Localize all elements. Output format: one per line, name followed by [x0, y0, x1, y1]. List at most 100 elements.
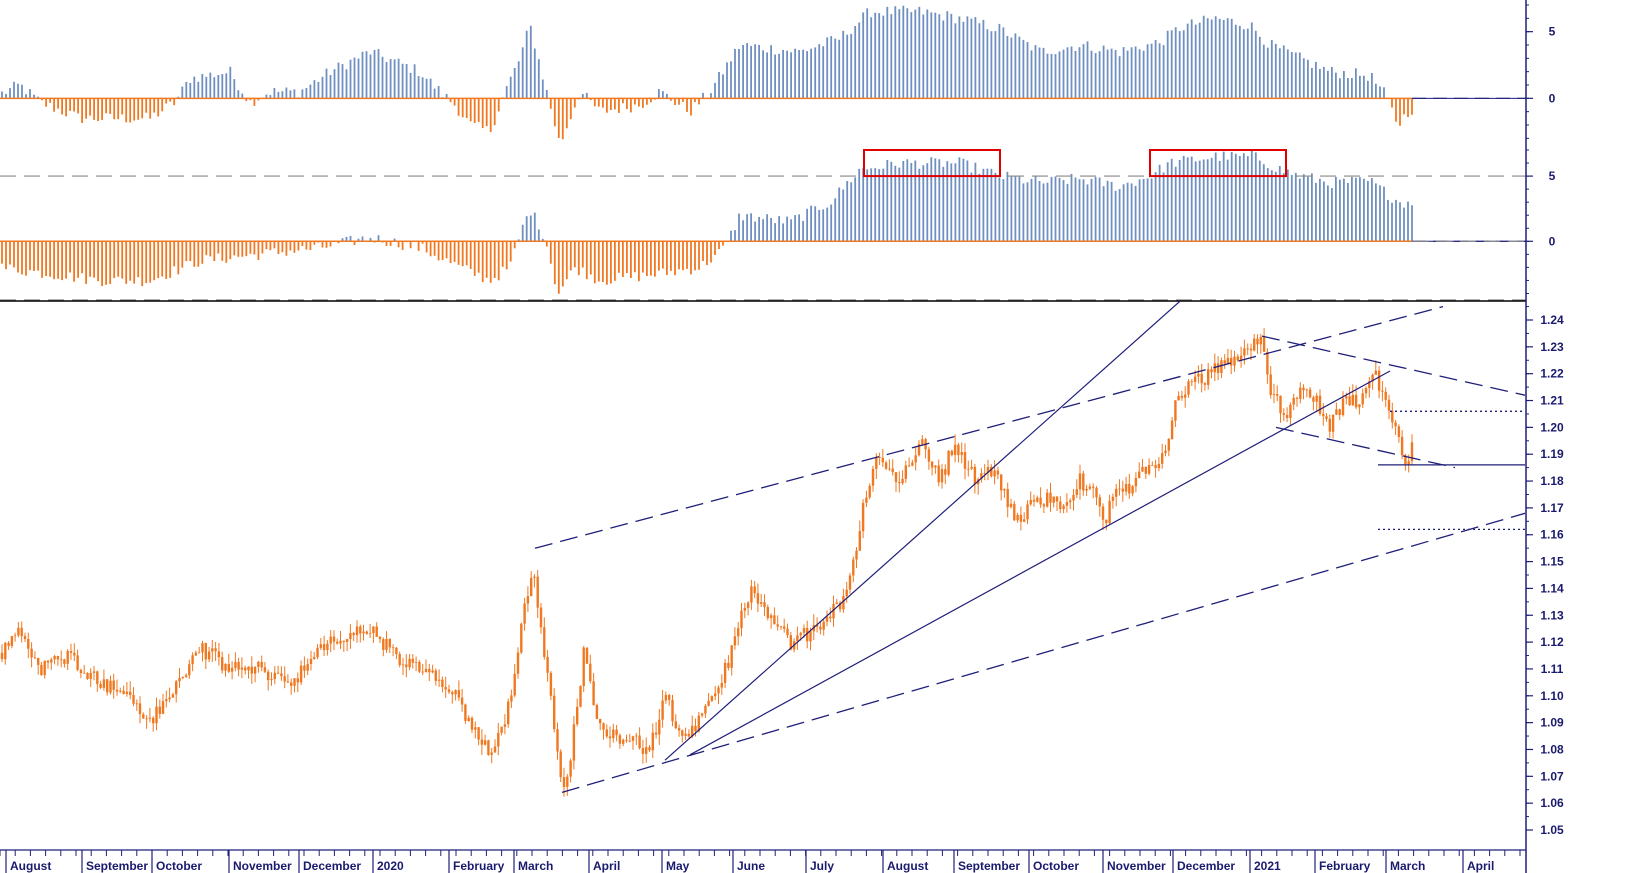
candle-body — [1200, 373, 1203, 384]
candle-body — [894, 472, 898, 482]
candle-body — [1003, 489, 1006, 491]
candle-body — [165, 699, 168, 702]
candle-body — [855, 550, 858, 560]
candle-body — [1410, 442, 1414, 462]
candle-body — [359, 626, 362, 634]
candle-body — [1082, 473, 1085, 491]
candle-body — [1249, 348, 1253, 351]
candle-body — [401, 664, 405, 666]
candle-body — [184, 675, 188, 677]
highlight-box — [863, 149, 1001, 178]
candle-body — [441, 679, 444, 687]
candle-body — [503, 724, 507, 727]
candle-body — [290, 682, 293, 686]
candle-body — [904, 465, 907, 479]
candle-body — [1134, 478, 1138, 487]
candle-body — [270, 679, 273, 681]
candle-body — [129, 691, 132, 696]
candle-body — [733, 636, 737, 646]
candle-body — [365, 631, 368, 634]
candle-body — [723, 662, 727, 683]
candle-body — [405, 664, 408, 668]
candle-body — [1098, 497, 1101, 507]
candle-body — [43, 660, 46, 676]
candle-body — [707, 700, 710, 706]
candle-body — [1131, 486, 1134, 494]
candle-body — [868, 485, 871, 498]
month-label: October — [156, 859, 202, 873]
candle-body — [336, 641, 339, 644]
candle-body — [1170, 420, 1174, 439]
candle-body — [142, 714, 145, 719]
candle-body — [1338, 409, 1341, 416]
candle-body — [845, 589, 848, 597]
candle-body — [1085, 488, 1088, 491]
candle-body — [368, 633, 372, 634]
candle-body — [322, 644, 326, 651]
candle-body — [1059, 501, 1062, 509]
candle-body — [648, 747, 651, 751]
candle-body — [1190, 381, 1193, 383]
candle-body — [267, 671, 270, 681]
candle-body — [89, 672, 92, 679]
candle-body — [1230, 357, 1233, 366]
candle-body — [937, 465, 940, 483]
candle-body — [1354, 394, 1358, 408]
candle-body — [313, 657, 316, 659]
candle-body — [1069, 500, 1072, 503]
candle-body — [1223, 360, 1226, 364]
candle-body — [73, 652, 76, 656]
candle-body — [1039, 497, 1042, 505]
month-label: July — [810, 859, 834, 873]
candle-body — [1088, 486, 1092, 489]
candle-body — [589, 663, 592, 682]
candle-body — [286, 681, 290, 683]
candle-body — [730, 645, 733, 668]
candle-body — [391, 647, 395, 649]
candle-body — [783, 626, 786, 629]
candle-body — [497, 732, 500, 747]
month-label: April — [1467, 859, 1494, 873]
y-tick-label: 1.18 — [1540, 474, 1564, 488]
candle-body — [33, 657, 37, 659]
candle-body — [579, 686, 582, 707]
candle-body — [1364, 388, 1368, 394]
candle-body — [276, 672, 280, 674]
candle-body — [1147, 465, 1151, 474]
candle-body — [1269, 374, 1272, 395]
candle-body — [1197, 373, 1200, 377]
candle-body — [1111, 496, 1115, 501]
candle-body — [1377, 370, 1381, 391]
candle-body — [917, 444, 921, 456]
month-label: March — [518, 859, 553, 873]
candle-body — [30, 648, 33, 658]
candle-body — [237, 661, 240, 670]
candle-body — [661, 700, 664, 720]
candle-body — [921, 439, 924, 445]
candle-body — [1151, 465, 1154, 466]
candle-body — [240, 667, 244, 670]
candle-body — [1157, 463, 1161, 469]
candle-body — [408, 658, 411, 668]
candle-body — [362, 631, 365, 634]
candle-body — [1397, 426, 1401, 437]
candle-body — [865, 497, 868, 503]
candle-body — [1256, 338, 1259, 345]
candle-body — [280, 673, 283, 677]
candle-body — [789, 635, 792, 650]
candle-body — [645, 747, 648, 754]
candle-body — [457, 690, 461, 698]
candle-body — [355, 626, 359, 636]
candle-body — [339, 640, 342, 644]
month-label: August — [887, 859, 928, 873]
candle-body — [1193, 376, 1197, 382]
candle-body — [727, 662, 730, 668]
y-tick-label: 1.10 — [1540, 689, 1564, 703]
candle-body — [467, 717, 470, 721]
candle-body — [776, 624, 779, 627]
candle-body — [582, 647, 585, 686]
candle-body — [746, 602, 750, 608]
candle-body — [635, 735, 638, 737]
candle-body — [799, 632, 802, 636]
candle-body — [957, 444, 960, 456]
